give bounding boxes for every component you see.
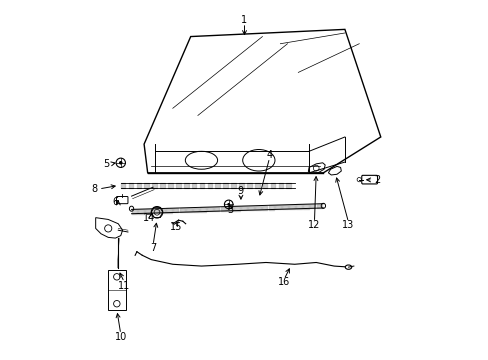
Text: 15: 15 xyxy=(170,222,182,231)
Text: 2: 2 xyxy=(373,175,380,185)
Circle shape xyxy=(227,203,230,206)
Text: 16: 16 xyxy=(277,277,289,287)
Text: 6: 6 xyxy=(112,197,118,207)
Text: 9: 9 xyxy=(237,186,244,196)
Text: 8: 8 xyxy=(91,184,98,194)
Circle shape xyxy=(119,161,122,165)
Text: 5: 5 xyxy=(103,159,109,169)
Text: 4: 4 xyxy=(266,150,272,160)
Text: 10: 10 xyxy=(114,332,127,342)
Text: 14: 14 xyxy=(143,213,155,222)
Text: 1: 1 xyxy=(241,15,247,26)
Text: 13: 13 xyxy=(342,220,354,230)
Text: 11: 11 xyxy=(118,281,130,291)
Text: 3: 3 xyxy=(226,206,233,216)
Text: 12: 12 xyxy=(307,220,320,230)
Text: 7: 7 xyxy=(150,243,156,253)
